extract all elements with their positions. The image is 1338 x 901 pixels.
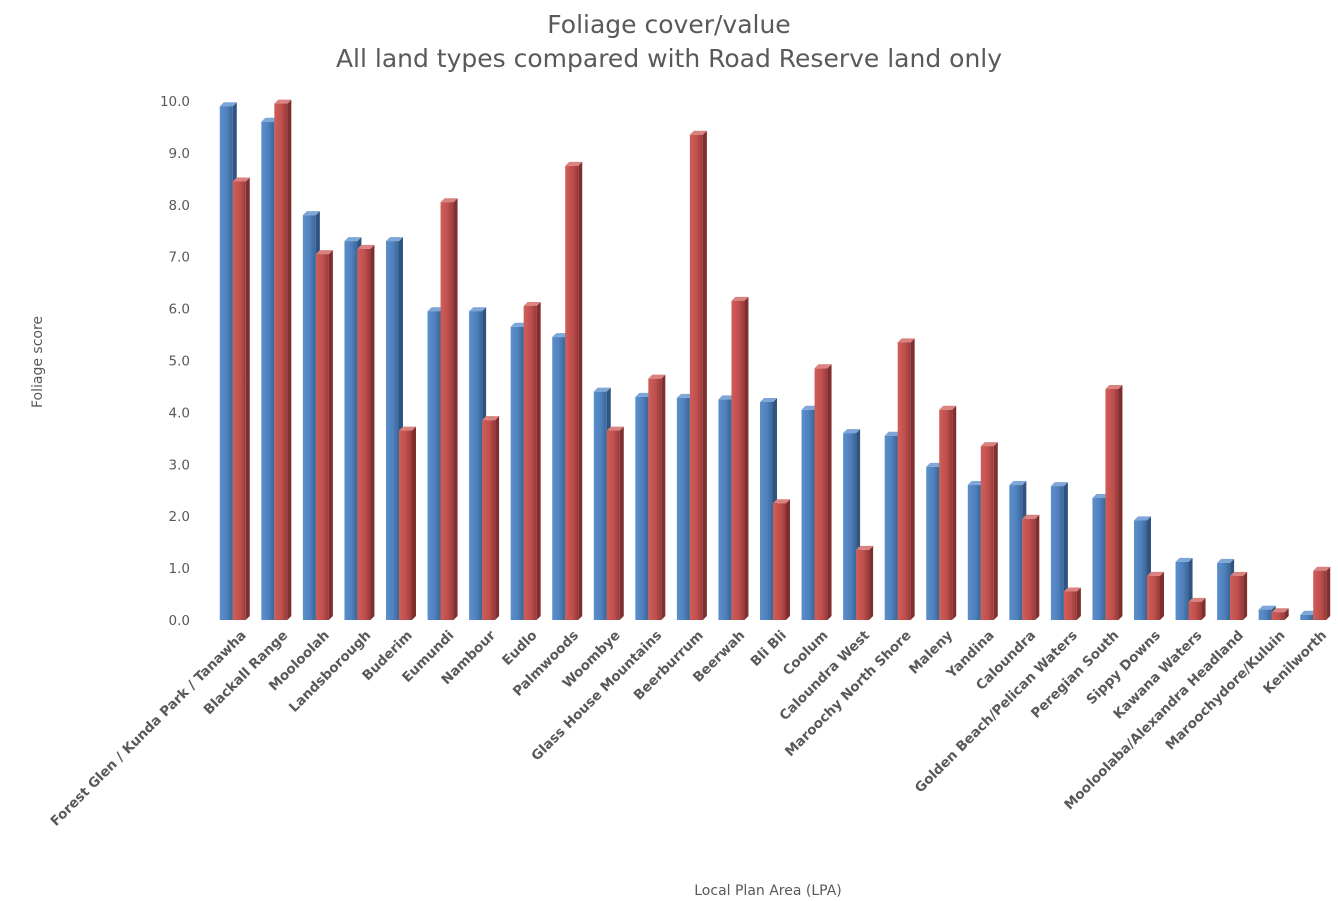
bar-road-reserve xyxy=(1188,597,1206,620)
x-axis-ticks: Forest Glen / Kunda Park / TanawhaBlacka… xyxy=(48,627,1331,829)
y-tick-label: 0.0 xyxy=(169,613,190,629)
y-axis-ticks: 0.0 1.0 2.0 3.0 4.0 5.0 6.0 7.0 8.0 9.0 10.0 xyxy=(160,94,190,629)
y-tick-label: 5.0 xyxy=(169,354,190,370)
bar-road-reserve xyxy=(814,364,832,620)
y-tick-label: 6.0 xyxy=(169,302,190,318)
y-tick-label: 8.0 xyxy=(169,198,190,214)
y-tick-label: 7.0 xyxy=(169,250,190,266)
bar-road-reserve xyxy=(1271,608,1289,620)
bar-road-reserve xyxy=(1313,566,1331,620)
bar-road-reserve xyxy=(274,99,292,621)
bar-road-reserve xyxy=(565,161,583,620)
bar-road-reserve xyxy=(897,338,915,620)
y-tick-label: 10.0 xyxy=(160,94,190,110)
bar-road-reserve xyxy=(939,405,957,620)
bar-road-reserve xyxy=(1105,385,1123,620)
bar-road-reserve xyxy=(1063,587,1081,620)
y-tick-label: 1.0 xyxy=(169,561,190,577)
bar-road-reserve xyxy=(357,244,375,621)
chart-title-line: Foliage cover/value xyxy=(547,10,791,39)
bar-road-reserve xyxy=(232,177,250,620)
bar-road-reserve xyxy=(648,374,666,620)
x-axis-label: Local Plan Area (LPA) xyxy=(694,883,842,899)
chart-title: Foliage cover/value All land types compa… xyxy=(0,8,1338,76)
bars xyxy=(219,99,1331,621)
bar-all-land xyxy=(1050,482,1068,620)
bar-road-reserve xyxy=(1230,571,1248,620)
bar-road-reserve xyxy=(689,130,707,621)
x-tick-label: Forest Glen / Kunda Park / Tanawha xyxy=(48,628,250,830)
y-axis-label: Foliage score xyxy=(30,316,46,408)
x-tick-label: Sippy Downs xyxy=(1083,628,1163,708)
bar-road-reserve xyxy=(315,250,333,621)
y-tick-label: 9.0 xyxy=(169,146,190,162)
bar-road-reserve xyxy=(482,416,500,620)
bar-road-reserve xyxy=(523,302,541,620)
bar-road-reserve xyxy=(1147,571,1164,620)
bar-road-reserve xyxy=(606,426,624,620)
y-tick-label: 3.0 xyxy=(169,457,190,473)
chart-subtitle-line: All land types compared with Road Reserv… xyxy=(335,44,1003,73)
bar-road-reserve xyxy=(440,198,458,620)
bar-road-reserve xyxy=(980,442,998,620)
bar-road-reserve xyxy=(1022,514,1040,620)
bar-road-reserve xyxy=(856,545,874,620)
y-tick-label: 4.0 xyxy=(169,405,190,421)
bar-road-reserve xyxy=(731,296,749,620)
y-tick-label: 2.0 xyxy=(169,509,190,525)
bar-road-reserve xyxy=(773,499,790,620)
bar-road-reserve xyxy=(399,426,416,620)
